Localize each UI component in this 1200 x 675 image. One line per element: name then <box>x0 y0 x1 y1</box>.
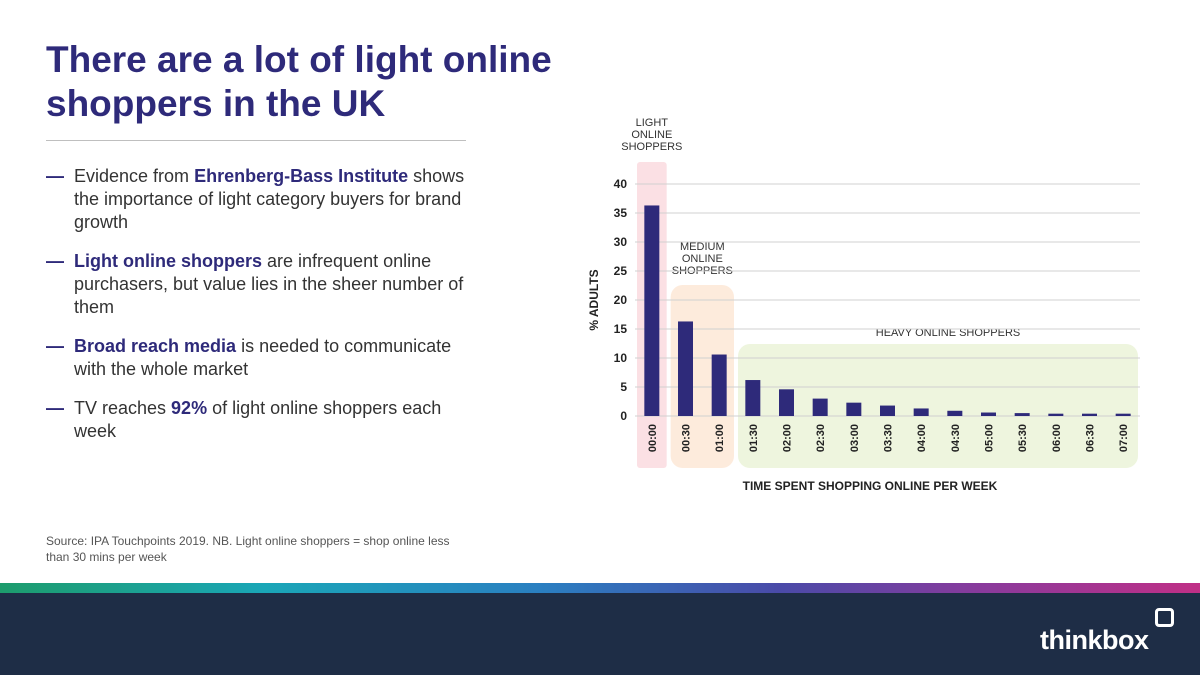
zone-label: ONLINE <box>682 253 723 265</box>
x-tick-label: 05:30 <box>1017 424 1029 452</box>
bar-04:30 <box>947 410 963 416</box>
bar-02:00 <box>779 389 794 416</box>
bar-03:00 <box>846 402 862 416</box>
y-axis-label: % ADULTS <box>587 269 601 330</box>
bar-01:30 <box>745 380 761 416</box>
bullet-item: — Light online shoppers are infrequent on… <box>46 251 464 317</box>
title-divider <box>46 140 466 141</box>
y-tick-label: 5 <box>620 380 627 394</box>
bar-06:30 <box>1082 413 1097 416</box>
bar-00:30 <box>678 321 693 416</box>
x-tick-label: 02:30 <box>815 424 827 452</box>
bar-00:00 <box>644 205 660 416</box>
x-tick-label: 01:00 <box>714 424 726 452</box>
y-tick-label: 35 <box>614 206 628 220</box>
bar-04:00 <box>913 408 929 416</box>
zone-label: LIGHT <box>636 117 669 129</box>
y-tick-label: 0 <box>620 409 627 423</box>
x-tick-label: 00:00 <box>647 424 659 452</box>
y-tick-label: 10 <box>614 351 628 365</box>
bullet-item: — Evidence from Ehrenberg-Bass Institute … <box>46 166 465 232</box>
bar-02:30 <box>812 398 828 416</box>
zone-label: ONLINE <box>631 129 672 141</box>
bullet-item: — TV reaches 92% of light online shoppers… <box>46 398 442 441</box>
x-tick-label: 03:30 <box>883 424 895 452</box>
x-tick-label: 06:30 <box>1085 424 1097 452</box>
y-tick-label: 30 <box>614 235 628 249</box>
y-tick-label: 20 <box>614 293 628 307</box>
x-tick-label: 04:00 <box>916 424 928 452</box>
y-tick-label: 25 <box>614 264 628 278</box>
thinkbox-logo: thinkbox <box>1040 625 1149 655</box>
x-tick-label: 06:00 <box>1051 424 1063 452</box>
bar-05:30 <box>1014 413 1030 416</box>
x-tick-label: 03:00 <box>849 424 861 452</box>
x-tick-label: 02:00 <box>782 424 794 452</box>
bar-03:30 <box>880 405 895 416</box>
dash-icon: — <box>46 251 64 271</box>
logo-square-icon <box>1155 608 1174 627</box>
bullet-item: — Broad reach media is needed to communic… <box>46 336 452 379</box>
dash-icon: — <box>46 336 64 356</box>
page-title: There are a lot of light online shoppers… <box>46 39 552 124</box>
x-tick-label: 01:30 <box>748 424 760 452</box>
bar-07:00 <box>1115 413 1131 416</box>
zone-2-background <box>738 344 1138 468</box>
bar-06:00 <box>1048 413 1064 416</box>
source-note: Source: IPA Touchpoints 2019. NB. Light … <box>46 534 450 564</box>
x-tick-label: 05:00 <box>984 424 996 452</box>
x-axis-label: TIME SPENT SHOPPING ONLINE PER WEEK <box>743 479 998 493</box>
color-band <box>0 583 1200 593</box>
x-tick-label: 07:00 <box>1118 424 1130 452</box>
bullet-list: — Evidence from Ehrenberg-Bass Institute … <box>46 165 466 459</box>
zone-label: SHOPPERS <box>621 141 682 153</box>
bar-05:00 <box>981 412 996 416</box>
zone-label: MEDIUM <box>680 241 725 253</box>
zone-label: HEAVY ONLINE SHOPPERS <box>876 327 1020 339</box>
footer-bar <box>0 593 1200 675</box>
y-tick-label: 15 <box>614 322 628 336</box>
x-tick-label: 00:30 <box>681 424 693 452</box>
bar-chart: LIGHTONLINESHOPPERSMEDIUMONLINESHOPPERSH… <box>587 117 1140 493</box>
bar-01:00 <box>711 354 727 416</box>
x-tick-label: 04:30 <box>950 424 962 452</box>
y-tick-label: 40 <box>614 177 628 191</box>
dash-icon: — <box>46 166 64 186</box>
dash-icon: — <box>46 398 64 418</box>
